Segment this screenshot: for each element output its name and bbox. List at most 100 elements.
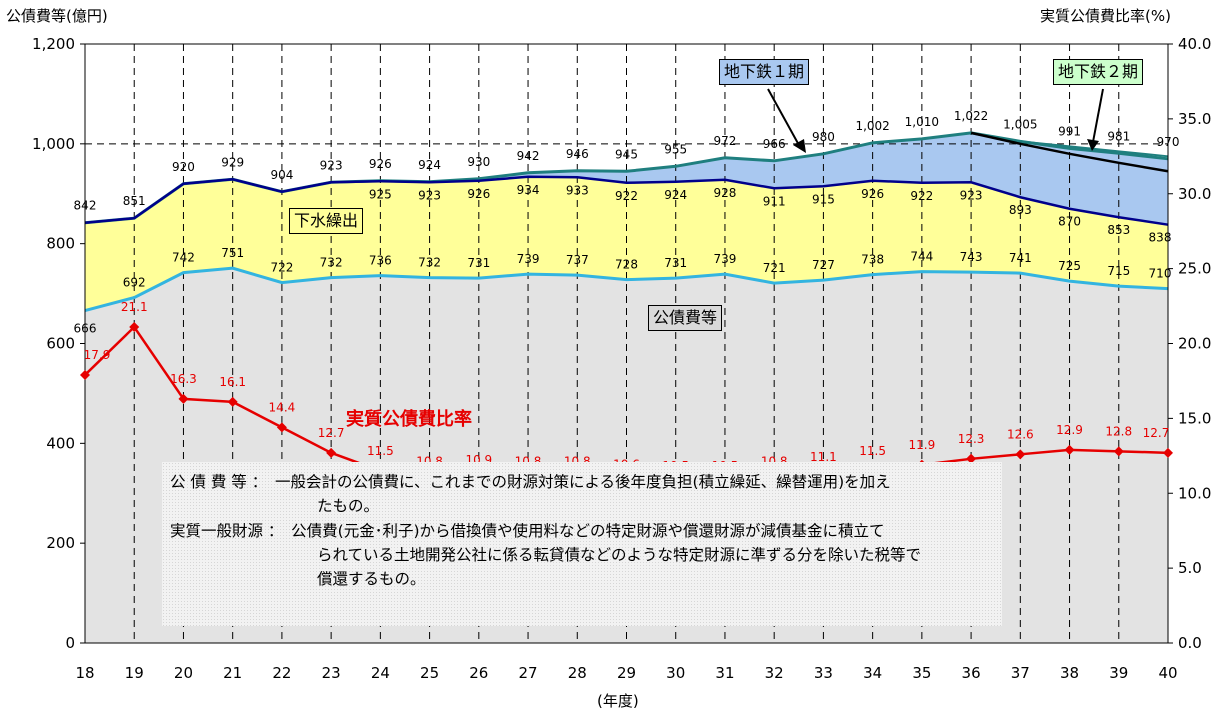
ratio-point bbox=[966, 453, 977, 464]
data-label-gesui: 934 bbox=[517, 183, 540, 197]
tick-label-x: 33 bbox=[814, 664, 833, 682]
tick-label-x: 28 bbox=[568, 664, 587, 682]
ratio-point bbox=[326, 447, 337, 458]
data-label-total: 1,010 bbox=[905, 115, 939, 129]
data-label-kousaihi: 742 bbox=[172, 251, 195, 265]
tick-label-right: 25.0 bbox=[1178, 260, 1211, 278]
data-label-kousaihi: 692 bbox=[123, 276, 146, 290]
data-label-kousaihi: 727 bbox=[812, 258, 835, 272]
tick-label-x: 35 bbox=[912, 664, 931, 682]
tick-label-x: 25 bbox=[420, 664, 439, 682]
data-label-gesui: 923 bbox=[418, 188, 441, 202]
data-label-ratio: 12.6 bbox=[1007, 427, 1034, 441]
data-label-kousaihi: 728 bbox=[615, 258, 638, 272]
notes-box: 公 債 費 等 ： 一般会計の公債費に、これまでの財源対策による後年度負担(積立… bbox=[162, 462, 1002, 626]
tick-label-right: 20.0 bbox=[1178, 335, 1211, 353]
note-line-5: 償還するもの。 bbox=[317, 570, 426, 588]
data-label-total: 972 bbox=[714, 134, 737, 148]
data-label-ratio: 11.5 bbox=[367, 444, 394, 458]
data-label-total: 942 bbox=[517, 149, 540, 163]
data-label-ratio: 11.1 bbox=[810, 450, 837, 464]
data-label-ratio: 16.1 bbox=[219, 375, 246, 389]
data-label-kousaihi: 736 bbox=[369, 254, 392, 268]
ratio-series-label: 実質公債費比率 bbox=[346, 409, 472, 430]
data-label-kousaihi: 738 bbox=[861, 253, 884, 267]
data-label-gesui: 922 bbox=[615, 189, 638, 203]
data-label-total: 904 bbox=[270, 168, 293, 182]
data-label-total: 966 bbox=[763, 137, 786, 151]
tick-label-left: 400 bbox=[46, 434, 75, 452]
data-label-total: 924 bbox=[418, 158, 441, 172]
data-label-gesui: 928 bbox=[714, 186, 737, 200]
data-label-ratio: 14.4 bbox=[269, 400, 296, 414]
label-chikatetsu-2: 地下鉄２期 bbox=[1053, 59, 1144, 85]
data-label-kousaihi: 731 bbox=[664, 256, 687, 270]
data-label-ratio: 17.9 bbox=[84, 348, 111, 362]
tick-label-x: 24 bbox=[371, 664, 390, 682]
tick-label-right: 5.0 bbox=[1178, 559, 1202, 577]
data-label-ratio: 12.8 bbox=[1105, 424, 1132, 438]
arrowhead-chikatetsu-1 bbox=[793, 139, 806, 153]
data-label-total: 842 bbox=[74, 199, 97, 213]
data-label-gesui: 933 bbox=[566, 183, 589, 197]
data-label-kousaihi: 721 bbox=[763, 261, 786, 275]
note-line-3: 実質一般財源 ： 公債費(元金･利子)から借換債や使用料などの特定財源や償還財源… bbox=[170, 522, 885, 540]
data-label-ratio: 16.3 bbox=[170, 372, 197, 386]
label-chikatetsu-1: 地下鉄１期 bbox=[719, 59, 810, 85]
data-label-kousaihi: 741 bbox=[1009, 251, 1032, 265]
data-label-gesui: 838 bbox=[1149, 231, 1172, 245]
data-label-kousaihi: 715 bbox=[1107, 264, 1130, 278]
ratio-point bbox=[80, 369, 90, 380]
label-gesui: 下水繰出 bbox=[289, 208, 364, 234]
tick-label-x: 39 bbox=[1109, 664, 1128, 682]
ratio-point bbox=[1113, 446, 1124, 457]
data-label-ratio: 11.9 bbox=[909, 438, 936, 452]
ratio-point bbox=[1163, 447, 1173, 458]
tick-label-x: 40 bbox=[1158, 664, 1177, 682]
data-label-gesui: 915 bbox=[812, 192, 835, 206]
data-label-kousaihi: 725 bbox=[1058, 259, 1081, 273]
line-kousaihi bbox=[84, 266, 1169, 313]
arrowhead-chikatetsu-2 bbox=[1087, 139, 1099, 151]
tick-label-x: 26 bbox=[469, 664, 488, 682]
tick-label-x: 38 bbox=[1060, 664, 1079, 682]
data-label-ratio: 12.7 bbox=[1143, 426, 1170, 440]
data-label-kousaihi: 743 bbox=[960, 250, 983, 264]
note-line-1: 公 債 費 等 ： 一般会計の公債費に、これまでの財源対策による後年度負担(積立… bbox=[170, 473, 891, 491]
ratio-point bbox=[178, 393, 189, 404]
data-label-total: 946 bbox=[566, 147, 589, 161]
tick-label-x: 22 bbox=[272, 664, 291, 682]
arrow-chikatetsu-1 bbox=[767, 88, 801, 148]
data-label-gesui: 911 bbox=[763, 194, 786, 208]
tick-label-left: 0 bbox=[65, 634, 75, 652]
note-line-4: られている土地開発公社に係る転貸債などのような特定財源に準ずる分を除いた税等で bbox=[317, 546, 922, 564]
data-label-kousaihi: 722 bbox=[270, 261, 293, 275]
data-label-ratio: 12.9 bbox=[1056, 423, 1083, 437]
data-label-total: 930 bbox=[467, 155, 490, 169]
line-chikatetsu-1-end bbox=[970, 131, 1169, 173]
data-label-total: 1,005 bbox=[1003, 117, 1037, 131]
data-label-gesui: 922 bbox=[910, 189, 933, 203]
data-label-total: 1,002 bbox=[855, 119, 889, 133]
ratio-point bbox=[1064, 444, 1075, 455]
data-label-kousaihi: 732 bbox=[320, 256, 343, 270]
arrow-chikatetsu-2 bbox=[1092, 88, 1104, 143]
tick-label-x: 21 bbox=[223, 664, 242, 682]
data-label-total: 945 bbox=[615, 147, 638, 161]
data-label-total: 929 bbox=[221, 155, 244, 169]
tick-label-right: 10.0 bbox=[1178, 484, 1211, 502]
tick-label-x: 32 bbox=[765, 664, 784, 682]
tick-label-x: 36 bbox=[962, 664, 981, 682]
tick-label-x: 18 bbox=[75, 664, 94, 682]
tick-label-x: 29 bbox=[617, 664, 636, 682]
ratio-point bbox=[276, 422, 287, 433]
tick-label-left: 800 bbox=[46, 235, 75, 253]
data-label-ratio: 12.3 bbox=[958, 432, 985, 446]
data-label-total: 955 bbox=[664, 142, 687, 156]
tick-label-x: 31 bbox=[715, 664, 734, 682]
data-label-gesui: 923 bbox=[960, 188, 983, 202]
tick-label-right: 35.0 bbox=[1178, 110, 1211, 128]
tick-label-x: 27 bbox=[518, 664, 537, 682]
data-label-total: 970 bbox=[1157, 135, 1180, 149]
x-axis-title: (年度) bbox=[597, 692, 639, 710]
